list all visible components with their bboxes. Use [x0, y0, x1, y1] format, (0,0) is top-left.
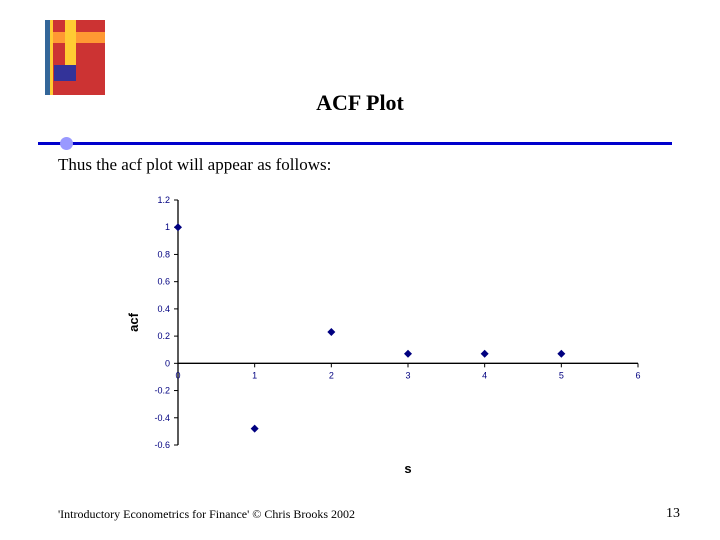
svg-text:0.6: 0.6 — [157, 277, 170, 287]
svg-text:-0.4: -0.4 — [154, 413, 170, 423]
title-underline-bullet — [60, 137, 73, 150]
svg-text:0.8: 0.8 — [157, 249, 170, 259]
svg-text:-0.6: -0.6 — [154, 440, 170, 450]
svg-text:3: 3 — [405, 370, 410, 380]
slide-title: ACF Plot — [0, 90, 720, 116]
svg-text:0: 0 — [165, 358, 170, 368]
intro-text-content: Thus the acf plot will appear as follows… — [58, 155, 331, 174]
page-number-text: 13 — [666, 506, 680, 521]
svg-text:1.2: 1.2 — [157, 195, 170, 205]
svg-text:1: 1 — [252, 370, 257, 380]
svg-text:acf: acf — [126, 312, 141, 331]
footer-citation: 'Introductory Econometrics for Finance' … — [58, 507, 355, 522]
svg-text:0.2: 0.2 — [157, 331, 170, 341]
intro-text: Thus the acf plot will appear as follows… — [58, 155, 331, 175]
acf-scatter-chart: 0123456-0.6-0.4-0.200.20.40.60.811.2acfs — [130, 192, 650, 472]
svg-text:0: 0 — [175, 370, 180, 380]
footer-citation-text: 'Introductory Econometrics for Finance' … — [58, 507, 355, 521]
svg-text:-0.2: -0.2 — [154, 386, 170, 396]
svg-text:4: 4 — [482, 370, 487, 380]
svg-text:5: 5 — [559, 370, 564, 380]
svg-text:1: 1 — [165, 222, 170, 232]
svg-text:6: 6 — [635, 370, 640, 380]
slide-title-text: ACF Plot — [316, 90, 404, 115]
svg-text:2: 2 — [329, 370, 334, 380]
svg-text:0.4: 0.4 — [157, 304, 170, 314]
title-underline — [38, 142, 672, 145]
svg-text:s: s — [404, 461, 411, 476]
page-number: 13 — [666, 506, 680, 522]
book-cover-thumbnail — [45, 20, 105, 95]
